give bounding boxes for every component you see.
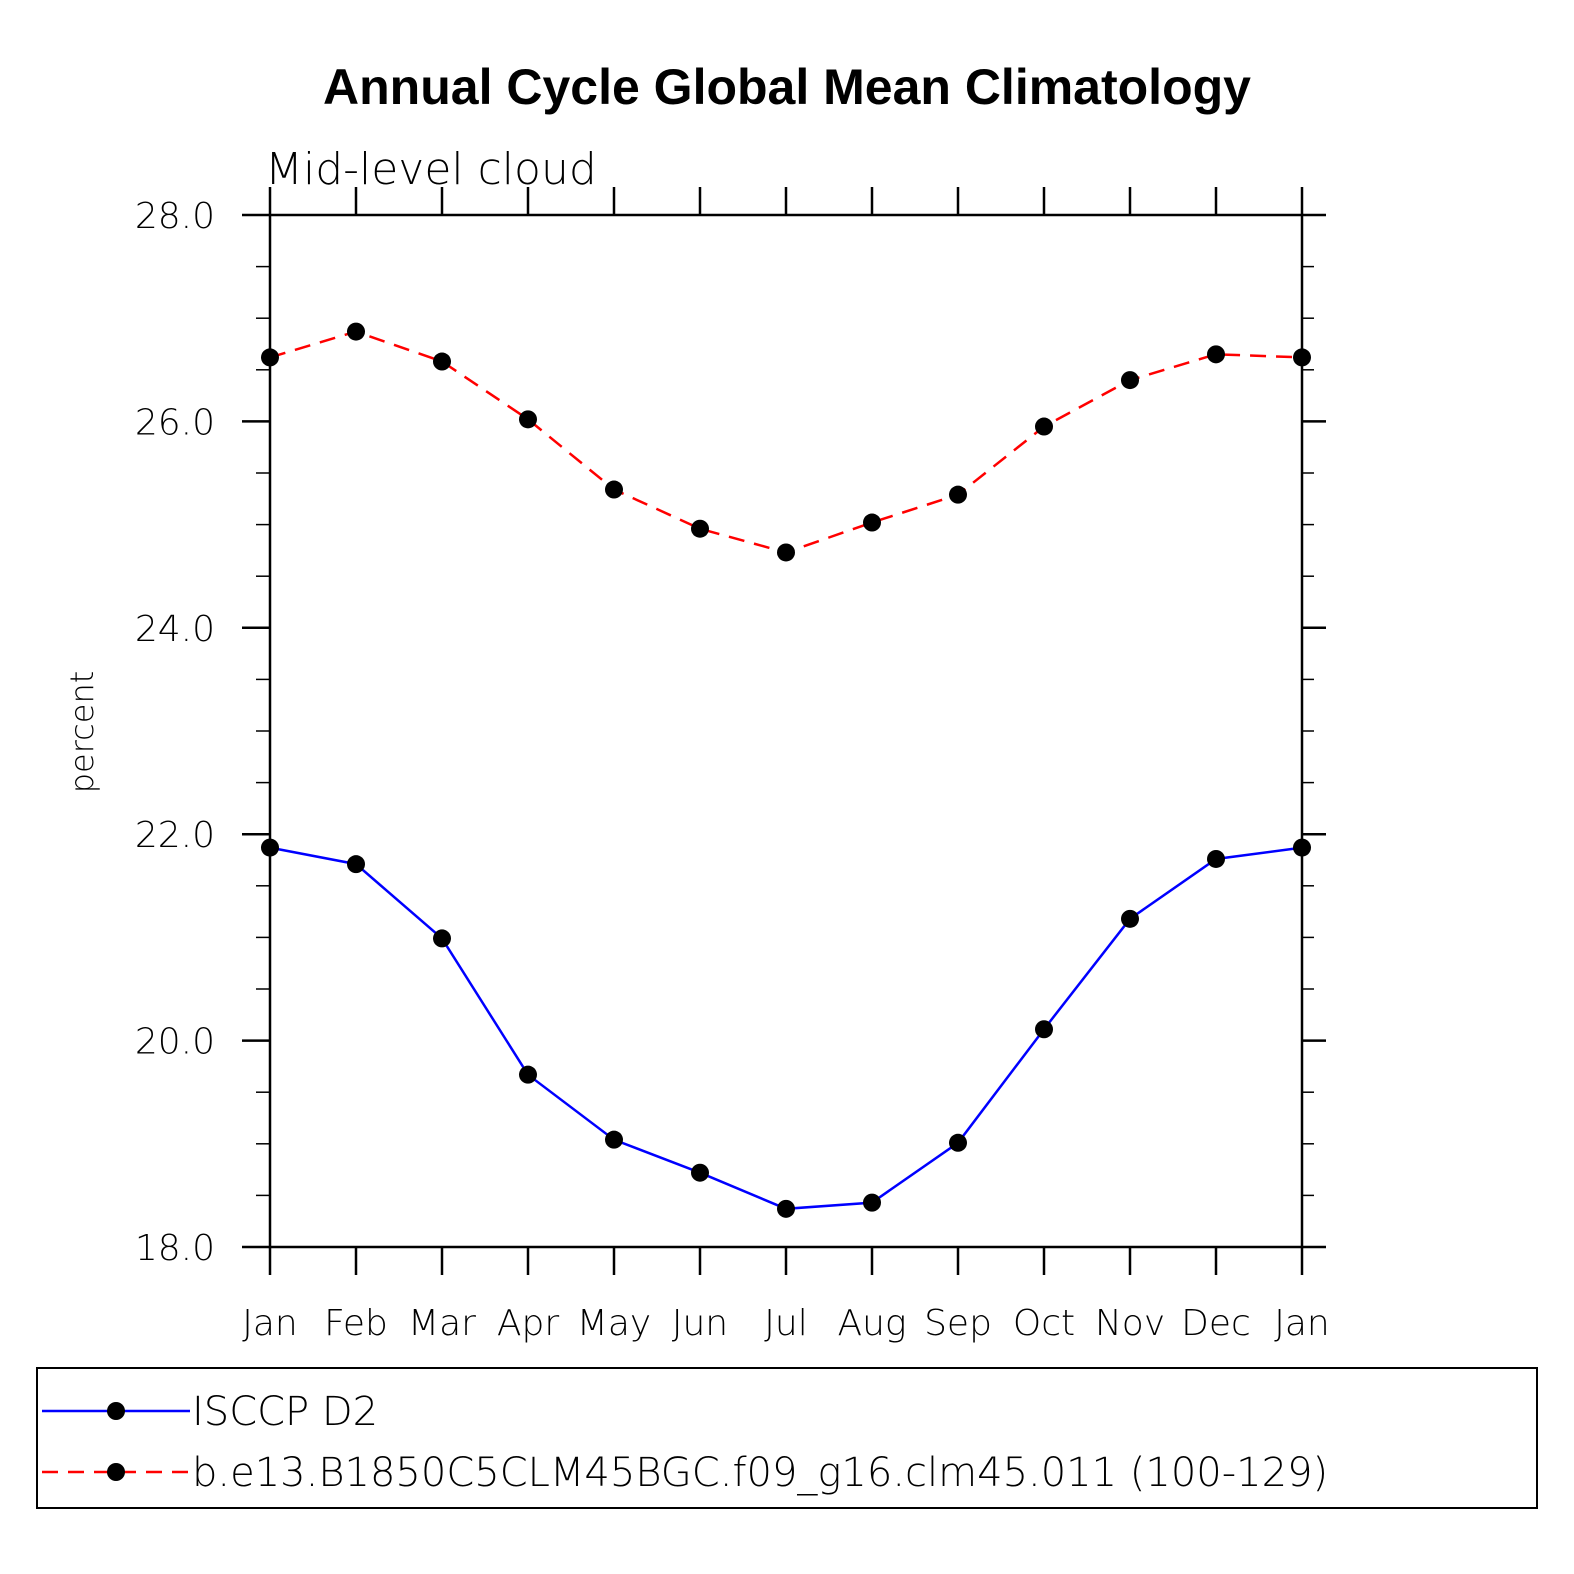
data-point (1207, 849, 1225, 868)
x-tick-label: Sep (924, 1303, 992, 1344)
data-point (1121, 371, 1139, 390)
x-tick-label: Oct (1013, 1303, 1075, 1344)
data-point (605, 480, 623, 499)
data-point (863, 513, 881, 532)
series-line-1 (269, 330, 1303, 554)
chart-title: Annual Cycle Global Mean Climatology (323, 59, 1251, 115)
data-point (519, 1065, 537, 1084)
data-point (863, 1193, 881, 1212)
y-tick-label: 28.0 (135, 196, 215, 237)
x-tick-label: Jul (764, 1303, 807, 1344)
legend-marker-0 (107, 1402, 125, 1420)
legend-label-0: ISCCP D2 (192, 1389, 378, 1435)
x-tick-label: Feb (324, 1303, 388, 1344)
data-point (433, 929, 451, 948)
plot-frame (268, 213, 1304, 1249)
data-point (949, 485, 967, 504)
x-tick-label: Jun (672, 1303, 728, 1344)
data-point (691, 519, 709, 538)
y-tick-label: 22.0 (135, 815, 215, 856)
data-point (949, 1133, 967, 1152)
data-point (777, 543, 795, 562)
plot-series (261, 322, 1311, 1218)
y-tick-label: 20.0 (135, 1022, 215, 1063)
data-point (1035, 417, 1053, 436)
x-axis-ticks: Jan Feb Mar Apr May Jun Jul Aug Sep Oct Nov Dec Jan (242, 187, 1330, 1344)
x-tick-label: May (577, 1303, 651, 1344)
chart-subtitle: Mid-level cloud (265, 144, 597, 195)
data-point (347, 322, 365, 341)
x-tick-label: Dec (1181, 1303, 1251, 1344)
data-point (605, 1130, 623, 1149)
data-point (1121, 909, 1139, 928)
legend: ISCCP D2 b.e13.B1850C5CLM45BGC.f09_g16.cl… (36, 1367, 1538, 1509)
x-tick-label: Mar (408, 1303, 476, 1344)
legend-marker-1 (107, 1463, 125, 1481)
y-tick-label: 18.0 (135, 1228, 215, 1269)
x-tick-label: Jan (242, 1303, 298, 1344)
data-point (1035, 1020, 1053, 1039)
series-line-0 (269, 846, 1303, 1211)
x-tick-label: Apr (497, 1303, 559, 1344)
data-point (777, 1199, 795, 1218)
y-axis-label: percent (63, 671, 101, 794)
legend-box (36, 1367, 1538, 1509)
x-tick-label: Nov (1095, 1303, 1165, 1344)
x-tick-label: Aug (837, 1303, 906, 1344)
data-point (691, 1163, 709, 1182)
data-point (519, 410, 537, 429)
x-tick-label: Jan (1274, 1303, 1330, 1344)
legend-label-1: b.e13.B1850C5CLM45BGC.f09_g16.clm45.011 … (192, 1450, 1328, 1496)
data-point (347, 855, 365, 874)
data-point (433, 352, 451, 371)
y-axis-ticks: 18.0 20.0 22.0 24.0 26.0 28.0 (135, 196, 1326, 1269)
y-tick-label: 24.0 (135, 609, 215, 650)
y-tick-label: 26.0 (135, 402, 215, 443)
data-point (1207, 345, 1225, 364)
